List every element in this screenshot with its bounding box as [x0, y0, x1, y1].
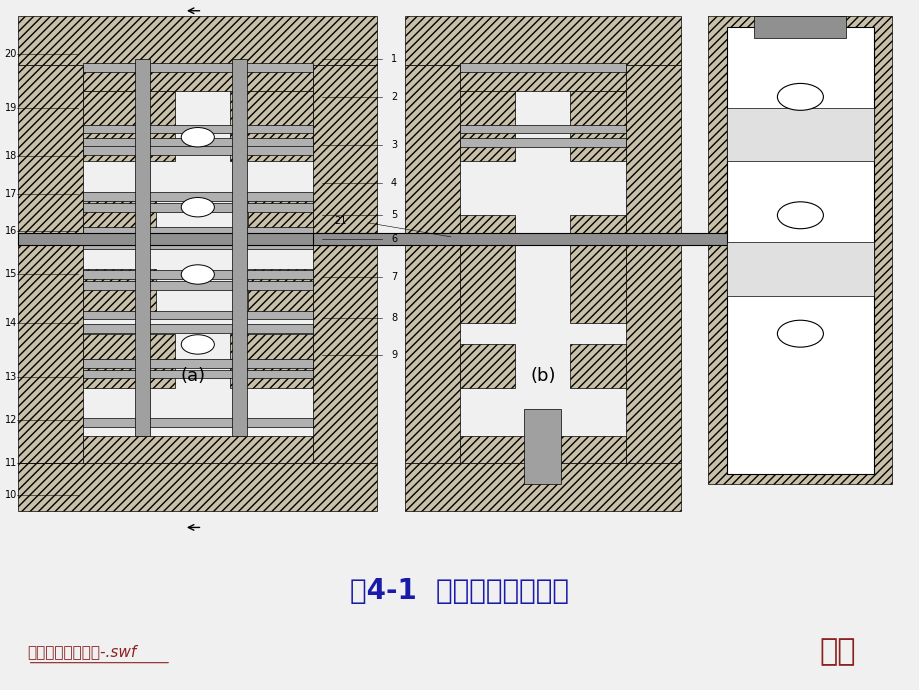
Bar — [18, 463, 377, 511]
Bar — [312, 65, 377, 463]
Bar — [726, 242, 873, 296]
Bar — [248, 269, 312, 312]
Text: 14: 14 — [5, 318, 17, 328]
Bar — [404, 16, 680, 65]
Bar — [83, 359, 312, 368]
Circle shape — [181, 128, 214, 147]
Bar — [460, 436, 625, 463]
Bar — [248, 199, 312, 248]
Text: 6: 6 — [391, 235, 397, 244]
Text: 17: 17 — [5, 189, 17, 199]
Text: 7: 7 — [391, 272, 397, 282]
Bar — [708, 16, 891, 484]
Bar — [460, 344, 515, 388]
Bar — [83, 269, 156, 312]
Bar — [83, 65, 312, 92]
Text: 18: 18 — [5, 151, 17, 161]
Text: 9: 9 — [391, 351, 397, 360]
Bar — [625, 65, 680, 463]
Bar — [83, 138, 312, 147]
Bar — [83, 241, 312, 249]
Bar — [135, 59, 150, 436]
Text: 3: 3 — [391, 140, 397, 150]
Bar — [83, 125, 312, 133]
Bar — [570, 215, 625, 323]
Bar — [83, 199, 156, 248]
Bar — [460, 92, 515, 161]
Text: 19: 19 — [5, 103, 17, 112]
Bar — [230, 334, 312, 388]
Text: 21: 21 — [334, 216, 346, 226]
Bar — [312, 233, 772, 245]
Bar — [726, 108, 873, 161]
Bar — [83, 334, 175, 388]
Text: 20: 20 — [5, 49, 17, 59]
Bar — [232, 59, 246, 436]
Bar — [18, 233, 377, 245]
Bar — [83, 92, 175, 161]
Bar — [83, 436, 312, 463]
Bar — [83, 63, 312, 72]
Bar — [83, 192, 312, 201]
Bar — [524, 409, 561, 484]
Text: 11: 11 — [5, 458, 17, 468]
Text: 12: 12 — [5, 415, 17, 425]
Circle shape — [777, 83, 823, 110]
Bar — [754, 16, 845, 38]
Bar — [83, 310, 312, 319]
Bar — [83, 370, 312, 378]
Text: 前往: 前往 — [818, 638, 855, 667]
Bar — [460, 125, 625, 133]
Bar — [83, 281, 312, 290]
Text: 15: 15 — [5, 270, 17, 279]
Circle shape — [181, 265, 214, 284]
Text: 5: 5 — [391, 210, 397, 220]
Text: (a): (a) — [180, 368, 206, 386]
Bar — [18, 16, 377, 65]
Bar — [460, 138, 625, 147]
Text: 注塑成型分解动画-.swf: 注塑成型分解动画-.swf — [28, 644, 137, 660]
Bar — [570, 344, 625, 388]
Text: 2: 2 — [391, 92, 397, 102]
Text: 13: 13 — [5, 372, 17, 382]
Text: (b): (b) — [529, 368, 555, 386]
Bar — [570, 92, 625, 161]
Bar — [460, 215, 515, 323]
Bar — [83, 227, 312, 236]
Circle shape — [777, 201, 823, 228]
Bar — [726, 27, 873, 473]
Bar — [404, 65, 460, 463]
Bar — [230, 92, 312, 161]
Text: 1: 1 — [391, 55, 397, 64]
Text: 4: 4 — [391, 178, 397, 188]
Circle shape — [181, 335, 214, 354]
Circle shape — [181, 197, 214, 217]
Bar — [460, 65, 625, 92]
Bar — [83, 146, 312, 155]
Bar — [83, 203, 312, 212]
Text: 图4-1  注塑模的典型构造: 图4-1 注塑模的典型构造 — [350, 578, 569, 605]
Bar — [83, 324, 312, 333]
Text: 10: 10 — [5, 490, 17, 500]
Bar — [460, 63, 625, 72]
Text: 8: 8 — [391, 313, 397, 322]
Bar — [83, 418, 312, 427]
Bar — [18, 65, 83, 463]
Bar — [404, 463, 680, 511]
Text: 16: 16 — [5, 226, 17, 237]
Circle shape — [777, 320, 823, 347]
Bar — [83, 270, 312, 279]
